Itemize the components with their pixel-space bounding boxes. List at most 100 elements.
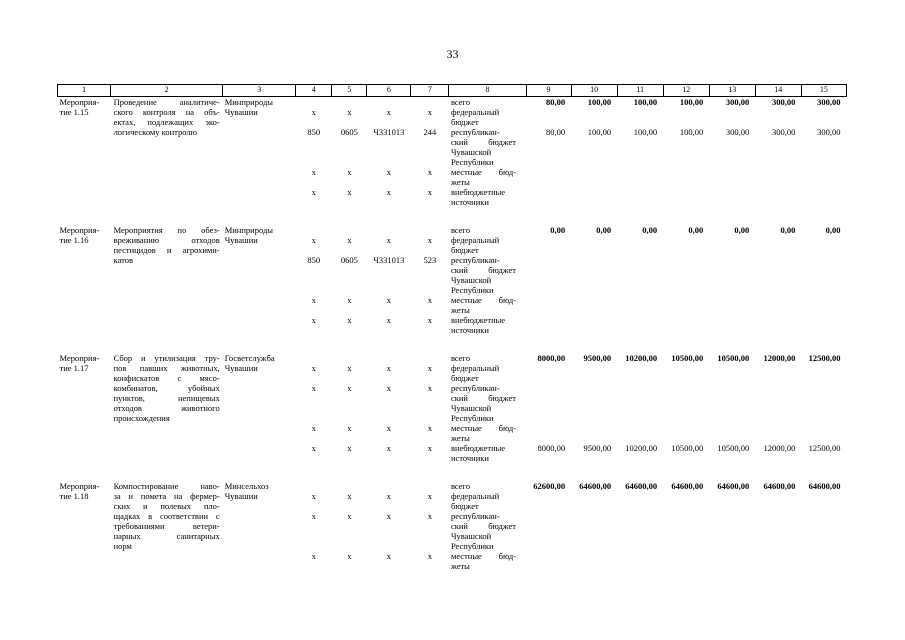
code-cell: х	[347, 187, 352, 197]
code-cell: х	[347, 107, 352, 117]
code-cell: х	[347, 551, 352, 561]
code-cell: х	[311, 315, 316, 325]
code-cell: Ч331013	[373, 127, 405, 137]
value-cell: 12000,00	[763, 353, 796, 363]
code-cell: х	[427, 383, 433, 393]
text-line: Чувашской	[450, 147, 492, 157]
value-cell: 100,00	[587, 97, 612, 107]
text-line: жеты	[450, 177, 470, 187]
code-cell: х	[386, 363, 391, 373]
budget-type-cell: республикан-ский бюджет Чувашской Республи…	[449, 511, 526, 551]
value-cell	[709, 511, 755, 551]
code-cell: х	[347, 295, 352, 305]
value-cell: 8000,00	[537, 353, 566, 363]
text-line: Чувашской	[450, 403, 492, 413]
text-line: бюджет	[450, 501, 479, 511]
value-cell	[663, 255, 709, 295]
budget-row: х х х х федеральный бюджет	[58, 235, 847, 255]
value-cell: 64600,00	[625, 481, 658, 491]
code-cell	[332, 97, 367, 108]
value-cell	[617, 511, 663, 551]
value-cell	[617, 363, 663, 383]
code-cell: х	[311, 511, 316, 521]
text-line: Мероприя-	[59, 97, 100, 107]
text-line: тие 1.18	[59, 491, 89, 501]
value-cell	[526, 235, 571, 255]
text-line: местные бюд-	[450, 423, 517, 433]
header-col-3: 3	[222, 84, 297, 97]
block-spacer	[58, 463, 847, 481]
value-cell	[709, 255, 755, 295]
value-cell	[617, 423, 663, 443]
text-line: Чувашии	[224, 491, 258, 501]
value-cell: 10200,00	[625, 353, 658, 363]
text-line: федеральный	[450, 235, 500, 245]
value-cell: 100,00	[633, 97, 658, 107]
table-body: Мероприя-тие 1.15 Проведение аналитиче-ск…	[58, 97, 847, 571]
value-cell	[755, 491, 801, 511]
value-cell	[663, 107, 709, 127]
text-line: республикан-	[450, 383, 500, 393]
agency-cell: Минсельхоз Чувашии	[223, 481, 296, 571]
text-line: Сбор и утилизация тру-	[113, 353, 220, 363]
code-cell: 850	[307, 127, 321, 137]
text-line: вреживанию отходов	[113, 235, 220, 245]
code-cell: х	[311, 107, 316, 117]
code-cell	[332, 353, 367, 363]
value-cell: 80,00	[545, 97, 566, 107]
value-cell	[617, 491, 663, 511]
code-cell: 244	[423, 127, 437, 137]
spacer-cell	[58, 207, 847, 225]
value-cell	[709, 107, 755, 127]
text-line: ский бюджет	[450, 137, 517, 147]
value-cell	[571, 255, 617, 295]
value-cell	[709, 167, 755, 187]
value-cell: 8000,00	[537, 443, 566, 453]
text-line: Минприроды	[224, 97, 273, 107]
code-cell: х	[347, 511, 352, 521]
agency-cell: Госветслужба Чувашии	[223, 353, 296, 463]
value-cell	[709, 315, 755, 335]
budget-type-cell: республикан-ский бюджет Чувашской Республи…	[449, 255, 526, 295]
header-col-14: 14	[754, 84, 802, 97]
text-line: всего	[450, 97, 471, 107]
text-line: пов павших животных,	[113, 363, 220, 373]
text-line: местные бюд-	[450, 167, 517, 177]
value-cell	[755, 511, 801, 551]
header-col-13: 13	[708, 84, 756, 97]
value-cell	[801, 107, 846, 127]
code-cell	[411, 481, 449, 491]
header-col-8: 8	[448, 84, 527, 97]
text-line: республикан-	[450, 511, 500, 521]
value-cell: 64600,00	[763, 481, 796, 491]
text-line: жеты	[450, 433, 470, 443]
code-cell: х	[311, 383, 316, 393]
value-cell	[526, 107, 571, 127]
value-cell	[617, 383, 663, 423]
value-cell: 64600,00	[808, 481, 841, 491]
text-line: нарных санитарных	[113, 531, 220, 541]
value-cell	[526, 511, 571, 551]
value-cell	[617, 295, 663, 315]
budget-type-cell: всего	[449, 97, 526, 107]
text-line: Компостирование наво-	[113, 481, 220, 491]
value-cell	[755, 295, 801, 315]
code-cell: х	[311, 187, 316, 197]
text-line: Чувашии	[224, 363, 258, 373]
text-line: бюджет	[450, 117, 479, 127]
code-cell: х	[347, 235, 352, 245]
value-cell	[617, 167, 663, 187]
value-cell: 0,00	[596, 225, 612, 235]
budget-row: х х х х местные бюд-жеты	[58, 167, 847, 187]
value-cell	[571, 295, 617, 315]
text-line: ский бюджет	[450, 265, 517, 275]
code-cell: х	[427, 423, 433, 433]
value-cell	[571, 167, 617, 187]
value-cell: 100,00	[587, 127, 612, 137]
code-cell	[332, 225, 367, 235]
budget-type-cell: федеральный бюджет	[449, 491, 526, 511]
budget-type-cell: внебюджетные источники	[449, 443, 526, 463]
code-cell	[411, 225, 449, 235]
code-cell: х	[386, 423, 391, 433]
value-cell	[617, 551, 663, 571]
